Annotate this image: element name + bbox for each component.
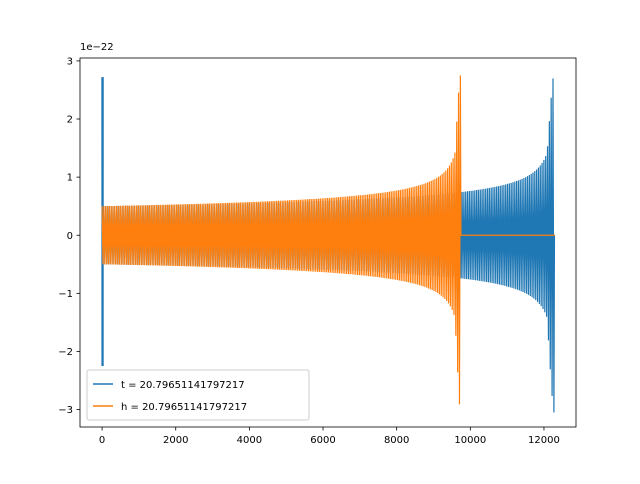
y-tick-label: 1	[67, 173, 73, 184]
plot-frame	[79, 57, 577, 428]
x-tick-label: 10000	[454, 435, 486, 446]
y-offset-label: 1e−22	[80, 42, 114, 53]
x-tick-label: 6000	[310, 435, 335, 446]
y-tick-label: −3	[58, 405, 73, 416]
series-layer	[101, 75, 556, 413]
x-tick-label: 4000	[237, 435, 262, 446]
x-tick-label: 0	[99, 435, 105, 446]
x-tick-label: 8000	[384, 435, 409, 446]
axes-layer: 0 2000 4000 6000 8000 10000 12000 −3 −2 −1 0 1 2 3	[58, 57, 577, 446]
y-tick-label: 2	[67, 115, 73, 126]
y-tick-label: −1	[58, 289, 73, 300]
series-burst-1	[101, 77, 104, 366]
legend: t = 20.79651141797217 h = 20.79651141797…	[86, 369, 310, 421]
x-tick-label: 2000	[163, 435, 188, 446]
y-tick-label: 0	[67, 231, 73, 242]
y-tick-label: −2	[58, 347, 73, 358]
x-tick-label: 12000	[528, 435, 560, 446]
legend-label-series-1: t = 20.79651141797217	[121, 380, 245, 391]
y-tick-label: 3	[67, 57, 73, 68]
series-line-2	[101, 75, 556, 405]
legend-label-series-2: h = 20.79651141797217	[121, 402, 247, 413]
legend-frame	[86, 369, 310, 421]
